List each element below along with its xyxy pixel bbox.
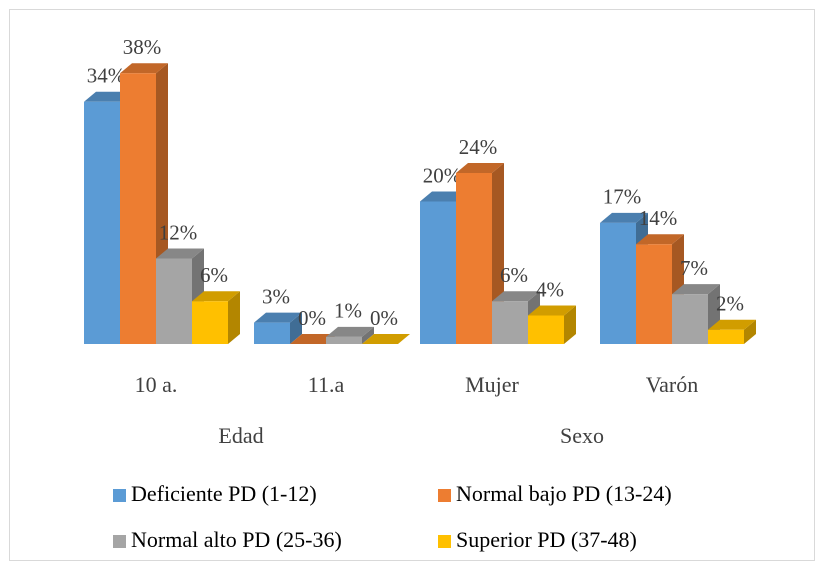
legend-label: Superior PD (37-48) bbox=[456, 527, 637, 552]
data-label: 6% bbox=[200, 263, 228, 287]
bar bbox=[254, 322, 290, 344]
bar bbox=[708, 329, 744, 344]
data-label: 6% bbox=[500, 263, 528, 287]
bar bbox=[156, 258, 192, 344]
data-label: 20% bbox=[423, 163, 462, 187]
bar-top bbox=[492, 291, 540, 302]
data-label: 34% bbox=[87, 64, 126, 88]
data-label: 17% bbox=[603, 185, 642, 209]
bar bbox=[492, 301, 528, 344]
legend-swatch bbox=[438, 535, 451, 548]
bar-top bbox=[708, 319, 756, 330]
data-label: 1% bbox=[334, 299, 362, 323]
legend-swatch bbox=[113, 535, 126, 548]
data-label: 24% bbox=[459, 135, 498, 159]
group-label: Edad bbox=[218, 423, 263, 448]
legend-swatch bbox=[438, 489, 451, 502]
bar-side bbox=[362, 326, 374, 344]
x-tick-label: 11.a bbox=[308, 372, 345, 397]
bar bbox=[420, 201, 456, 344]
data-label: 0% bbox=[298, 306, 326, 330]
bar-top bbox=[254, 312, 302, 323]
data-label: 38% bbox=[123, 35, 162, 59]
bar bbox=[84, 101, 120, 344]
bar-side bbox=[744, 319, 756, 344]
bar-top bbox=[528, 305, 576, 316]
bar bbox=[456, 173, 492, 344]
data-label: 3% bbox=[262, 284, 290, 308]
bar bbox=[120, 73, 156, 344]
bar bbox=[192, 301, 228, 344]
bar-top bbox=[636, 234, 684, 245]
group-label: Sexo bbox=[560, 423, 604, 448]
bar-top bbox=[120, 63, 168, 74]
bar-side bbox=[564, 305, 576, 344]
bar-top bbox=[192, 291, 240, 302]
legend-swatch bbox=[113, 489, 126, 502]
bar-top bbox=[456, 163, 504, 173]
x-tick-label: Mujer bbox=[465, 372, 519, 397]
data-label: 12% bbox=[159, 220, 198, 244]
legend-label: Deficiente PD (1-12) bbox=[131, 481, 317, 506]
x-tick-label: 10 a. bbox=[135, 372, 178, 397]
bar bbox=[326, 336, 362, 344]
bar-top bbox=[326, 326, 374, 337]
bar bbox=[672, 294, 708, 344]
data-label: 0% bbox=[370, 306, 398, 330]
bar-side bbox=[228, 291, 240, 344]
x-tick-label: Varón bbox=[646, 372, 699, 397]
data-label: 7% bbox=[680, 256, 708, 280]
data-label: 2% bbox=[716, 292, 744, 316]
data-label: 4% bbox=[536, 277, 564, 301]
data-label: 14% bbox=[639, 206, 678, 230]
bar-top bbox=[600, 212, 648, 223]
bar-top bbox=[156, 248, 204, 259]
bar-side bbox=[290, 312, 302, 344]
bar bbox=[636, 244, 672, 344]
legend-label: Normal alto PD (25-36) bbox=[131, 527, 342, 552]
bar bbox=[528, 315, 564, 344]
bar-top bbox=[362, 334, 410, 344]
bar-top bbox=[672, 284, 720, 295]
bar bbox=[600, 222, 636, 344]
legend-label: Normal bajo PD (13-24) bbox=[456, 481, 672, 506]
